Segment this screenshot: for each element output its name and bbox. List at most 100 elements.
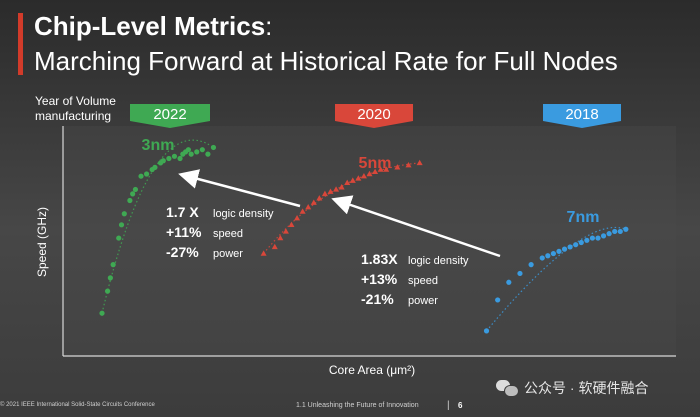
data-point-2022-22 bbox=[188, 151, 194, 157]
data-point-2018-0 bbox=[483, 328, 490, 334]
data-point-2018-16 bbox=[600, 233, 607, 239]
data-point-2020-14 bbox=[344, 179, 351, 186]
data-point-2020-9 bbox=[316, 195, 323, 201]
data-point-2022-2 bbox=[107, 275, 113, 281]
annotation-value-0-1: +11% bbox=[166, 224, 202, 240]
annotation-label-1-2: power bbox=[408, 295, 438, 307]
data-point-2018-7 bbox=[550, 250, 557, 257]
data-point-2018-18 bbox=[612, 228, 618, 235]
data-point-2018-8 bbox=[556, 248, 562, 254]
data-point-2020-10 bbox=[321, 190, 328, 197]
annotation-value-1-2: -21% bbox=[361, 291, 394, 307]
data-point-2018-15 bbox=[595, 235, 601, 241]
data-point-2018-6 bbox=[545, 253, 551, 259]
data-point-2018-3 bbox=[517, 270, 523, 277]
data-point-2020-7 bbox=[305, 203, 312, 210]
year-banner-label-2022: 2022 bbox=[153, 106, 186, 123]
data-point-2022-13 bbox=[152, 164, 158, 170]
data-point-2018-19 bbox=[617, 228, 623, 235]
data-point-2020-22 bbox=[394, 164, 401, 170]
data-point-2020-17 bbox=[360, 173, 367, 179]
data-point-2022-5 bbox=[118, 222, 125, 228]
data-point-2018-1 bbox=[495, 297, 501, 303]
data-point-2018-4 bbox=[528, 262, 534, 268]
data-point-2020-24 bbox=[416, 159, 423, 166]
trend-curve-2018 bbox=[486, 226, 627, 332]
data-point-2020-23 bbox=[405, 161, 412, 168]
data-point-2022-4 bbox=[116, 235, 122, 241]
data-point-2022-8 bbox=[130, 191, 136, 197]
annotation-value-1-1: +13% bbox=[361, 271, 398, 287]
data-point-2022-17 bbox=[171, 153, 178, 159]
plot-area bbox=[63, 126, 676, 356]
data-point-2020-16 bbox=[355, 175, 362, 181]
data-point-2020-5 bbox=[294, 214, 301, 221]
data-point-2018-12 bbox=[578, 239, 584, 246]
data-point-2022-24 bbox=[199, 147, 205, 153]
data-point-2022-23 bbox=[194, 149, 200, 155]
data-point-2020-1 bbox=[271, 243, 278, 250]
data-point-2020-0 bbox=[260, 250, 267, 256]
data-point-2018-5 bbox=[539, 255, 545, 261]
data-point-2020-2 bbox=[277, 234, 284, 241]
annotation-value-0-0: 1.7 X bbox=[166, 204, 199, 220]
data-point-2018-10 bbox=[567, 244, 573, 250]
slide-title-bold: Chip-Level Metrics bbox=[34, 11, 266, 41]
year-of-volume-label: Year of Volume manufacturing bbox=[35, 94, 116, 123]
data-point-2018-2 bbox=[506, 279, 512, 285]
data-point-2018-13 bbox=[584, 237, 590, 243]
data-point-2020-8 bbox=[310, 199, 317, 205]
annotation-label-0-0: logic density bbox=[213, 208, 274, 220]
data-point-2022-26 bbox=[210, 144, 217, 151]
annotation-label-0-2: power bbox=[213, 248, 243, 260]
year-banner-label-2018: 2018 bbox=[565, 106, 598, 123]
data-point-2022-15 bbox=[160, 158, 166, 164]
data-point-2018-9 bbox=[561, 246, 568, 252]
data-point-2020-11 bbox=[327, 188, 334, 194]
footer-copyright: © 2021 IEEE International Solid-State Ci… bbox=[0, 402, 155, 408]
data-point-2022-18 bbox=[177, 155, 183, 162]
data-point-2022-16 bbox=[166, 155, 172, 162]
data-point-2022-25 bbox=[205, 151, 211, 157]
year-banner-label-2020: 2020 bbox=[357, 106, 390, 123]
slide-subtitle: Marching Forward at Historical Rate for … bbox=[34, 46, 618, 76]
data-point-2020-21 bbox=[383, 166, 390, 172]
node-label-7nm: 7nm bbox=[567, 209, 600, 226]
data-point-2020-18 bbox=[366, 170, 373, 177]
data-point-2020-15 bbox=[349, 177, 356, 183]
year-banner-2022 bbox=[130, 104, 210, 128]
data-point-2020-6 bbox=[299, 208, 306, 214]
annotation-value-0-2: -27% bbox=[166, 244, 199, 260]
watermark: 公众号 · 软硬件融合 bbox=[496, 378, 648, 398]
x-axis-label: Core Area (μm²) bbox=[329, 363, 415, 377]
data-point-2022-6 bbox=[121, 211, 127, 217]
data-point-2022-11 bbox=[143, 171, 150, 177]
data-point-2022-21 bbox=[185, 147, 191, 153]
slide-title-colon: : bbox=[265, 11, 273, 41]
data-point-2022-10 bbox=[138, 173, 144, 179]
data-point-2022-1 bbox=[104, 288, 111, 294]
data-point-2018-17 bbox=[606, 231, 612, 237]
slide-title: Chip-Level Metrics: bbox=[34, 11, 272, 42]
data-point-2020-20 bbox=[377, 166, 384, 172]
data-point-2022-0 bbox=[99, 310, 105, 316]
wechat-icon bbox=[496, 379, 519, 397]
data-point-2022-7 bbox=[127, 197, 133, 204]
data-point-2020-13 bbox=[338, 184, 345, 190]
annotation-label-1-0: logic density bbox=[408, 255, 469, 267]
data-point-2018-11 bbox=[573, 242, 579, 248]
title-accent-bar bbox=[18, 13, 23, 75]
improvement-arrow-2020-to-2022 bbox=[178, 169, 301, 208]
annotation-label-1-1: speed bbox=[408, 275, 438, 287]
improvement-arrow-2018-to-2020 bbox=[331, 195, 501, 258]
data-point-2022-3 bbox=[110, 262, 116, 268]
data-point-2018-20 bbox=[623, 226, 629, 232]
annotation-label-0-1: speed bbox=[213, 228, 243, 240]
watermark-text: 公众号 · 软硬件融合 bbox=[524, 380, 649, 396]
data-point-2018-14 bbox=[589, 235, 596, 241]
annotation-value-1-0: 1.83X bbox=[361, 251, 398, 267]
data-point-2020-3 bbox=[282, 228, 289, 234]
page-number: 6 bbox=[458, 401, 463, 410]
data-point-2020-12 bbox=[333, 186, 340, 192]
